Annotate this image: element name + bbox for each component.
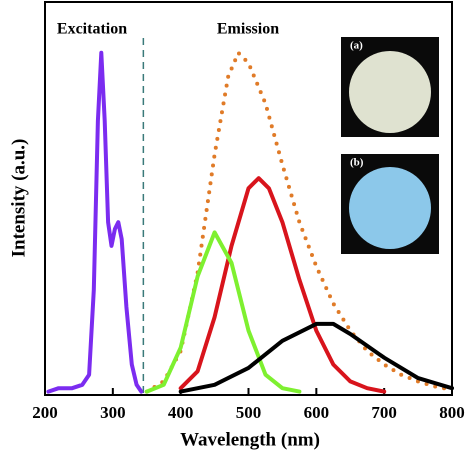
series-line — [46, 50, 144, 394]
inset-a: (a) — [341, 37, 439, 137]
y-axis-label: Intensity (a.u.) — [8, 139, 29, 258]
disc — [349, 167, 431, 249]
series-line — [178, 176, 387, 394]
annotation: Emission — [217, 21, 279, 38]
inset-b: (b) — [341, 154, 439, 254]
series-line — [144, 230, 302, 394]
annotation: Excitation — [57, 21, 127, 38]
x-axis-label: Wavelength (nm) — [180, 429, 320, 450]
inset-label: (a) — [350, 40, 363, 52]
series-line — [144, 50, 454, 394]
x-tick-label: 400 — [168, 403, 194, 422]
inset-label: (b) — [350, 157, 364, 169]
x-tick-label: 600 — [304, 403, 330, 422]
disc — [349, 51, 431, 133]
x-tick-label: 500 — [236, 403, 262, 422]
series-line — [178, 321, 454, 394]
x-tick-label: 300 — [100, 403, 126, 422]
x-tick-label: 700 — [371, 403, 397, 422]
x-tick-label: 800 — [439, 403, 465, 422]
x-tick-label: 200 — [32, 403, 58, 422]
